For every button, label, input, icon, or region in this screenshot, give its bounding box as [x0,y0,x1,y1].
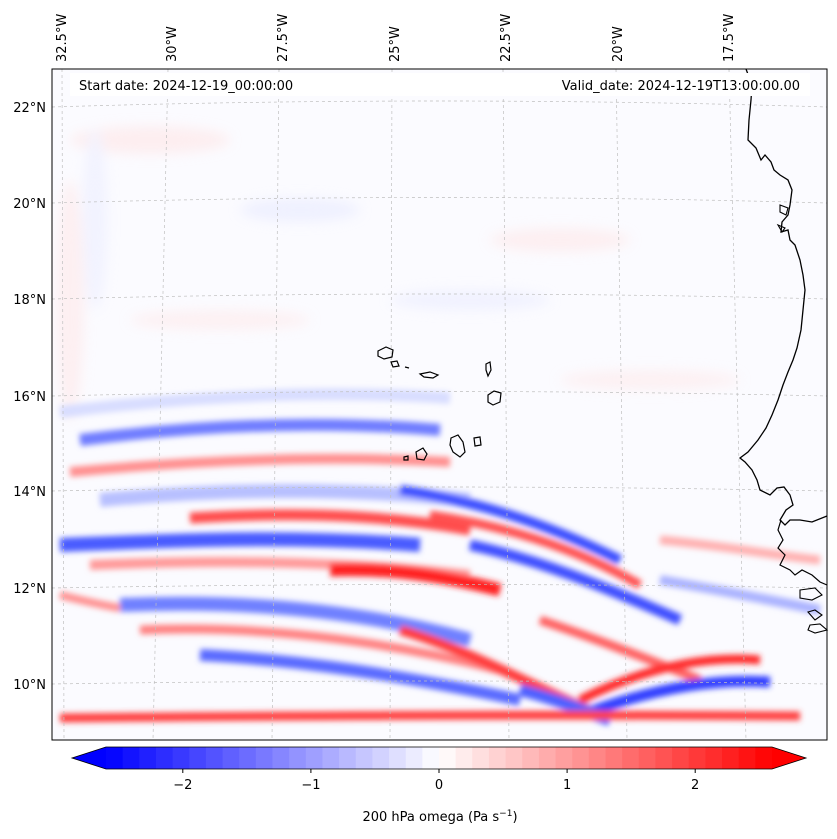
colorbar-cell [638,747,657,769]
colorbar-cell [305,747,324,769]
colorbar-cell [672,747,690,769]
island-santiago [449,434,466,458]
colorbar-cell [239,747,257,769]
omega-field [56,126,821,726]
colorbar-tick-label: 0 [435,778,443,793]
colorbar-cell [372,747,390,769]
colorbar-tick-label: −1 [301,778,320,793]
island-sao-nicolau [418,371,440,379]
lon-label: 20°W [611,26,626,62]
graticule [51,68,828,741]
island-sal [485,361,492,378]
colorbar-cell [222,747,240,769]
map-frame [51,68,828,741]
colorbar-cell [139,747,157,769]
colorbar-cell [655,747,673,769]
colorbar-cell [622,747,640,769]
map-panel: Start date: 2024-12-19_00:00:00 Valid_da… [51,68,829,741]
colorbar-cell [155,747,174,769]
colorbar-cell [272,747,290,769]
colorbar-cell [738,747,756,769]
colorbar-cell [572,747,590,769]
colorbar-extend-max [772,747,806,769]
colorbar-outline [70,746,808,770]
colorbar-cell [439,747,457,769]
lon-label: 25°W [388,26,403,62]
island-santa-luzia [404,366,410,369]
island-maio [473,436,482,447]
colorbar-cell [755,747,773,769]
colorbar-cell [522,747,540,769]
start-date-label: Start date: 2024-12-19_00:00:00 [79,79,293,94]
guinea-bissau-coast [777,519,828,586]
colorbar-cell [705,747,723,769]
colorbar-cell [605,747,623,769]
africa-coastline [738,68,828,526]
valid-date-label: Valid_date: 2024-12-19T13:00:00.00 [562,79,800,94]
lat-label: 18°N [13,293,46,308]
colorbar-tick-label: −2 [173,778,192,793]
lon-label: 32.5°W [55,14,70,62]
cape-verde-islands [377,346,502,461]
island-fogo [415,447,428,461]
header-box [70,73,810,96]
colorbar-cell [505,747,523,769]
lon-label: 30°W [165,26,180,62]
colorbar-cell [488,747,507,769]
colorbar-cell [422,747,440,769]
colorbar-cell [389,747,407,769]
colorbar-cell [289,747,307,769]
longitude-labels: 32.5°W 30°W 27.5°W 25°W 22.5°W 20°W 17.5… [55,14,737,62]
coastal-features [776,204,789,233]
colorbar-tick-label: 2 [691,778,699,793]
island-brava [403,455,409,461]
lat-label: 12°N [13,582,46,597]
colorbar-cell [255,747,274,769]
colorbar-cell [588,747,607,769]
bijagos-islands [799,587,829,634]
colorbar-cell [122,747,140,769]
lat-label: 16°N [13,390,46,405]
colorbar-cell [688,747,706,769]
colorbar-cell [405,747,423,769]
colorbar-title-exponent: −1 [499,809,512,819]
colorbar-cell [722,747,740,769]
colorbar-cell [538,747,557,769]
island-sao-vicente [390,360,400,368]
lat-label: 10°N [13,678,46,693]
lat-label: 22°N [13,101,46,116]
colorbar-cell [355,747,373,769]
lat-label: 20°N [13,197,46,212]
colorbar-cell [472,747,490,769]
lat-label: 14°N [13,485,46,500]
colorbar-extend-min [72,747,106,769]
colorbar-cell [205,747,224,769]
colorbar-cell [322,747,340,769]
colorbar-cell [106,747,124,769]
lon-label: 17.5°W [722,14,737,62]
lon-label: 27.5°W [276,14,291,62]
colorbar-cell [172,747,190,769]
colorbar-cells [106,747,773,769]
colorbar-title: 200 hPa omega (Pa s−1) [362,809,517,825]
colorbar-title-text: 200 hPa omega (Pa s [362,810,499,825]
colorbar-ticks: −2 −1 0 1 2 [173,769,699,793]
latitude-labels: 22°N 20°N 18°N 16°N 14°N 12°N 10°N [13,101,46,693]
lon-label: 22.5°W [499,14,514,62]
colorbar-cell [555,747,573,769]
colorbar-tick-label: 1 [563,778,571,793]
colorbar-title-close: ) [512,810,517,825]
colorbar-cell [455,747,473,769]
island-santo-antao [377,346,394,360]
island-boa-vista [487,390,502,406]
colorbar: −2 −1 0 1 2 200 hPa omega (Pa s−1) [70,746,808,825]
colorbar-cell [189,747,207,769]
colorbar-cell [339,747,357,769]
